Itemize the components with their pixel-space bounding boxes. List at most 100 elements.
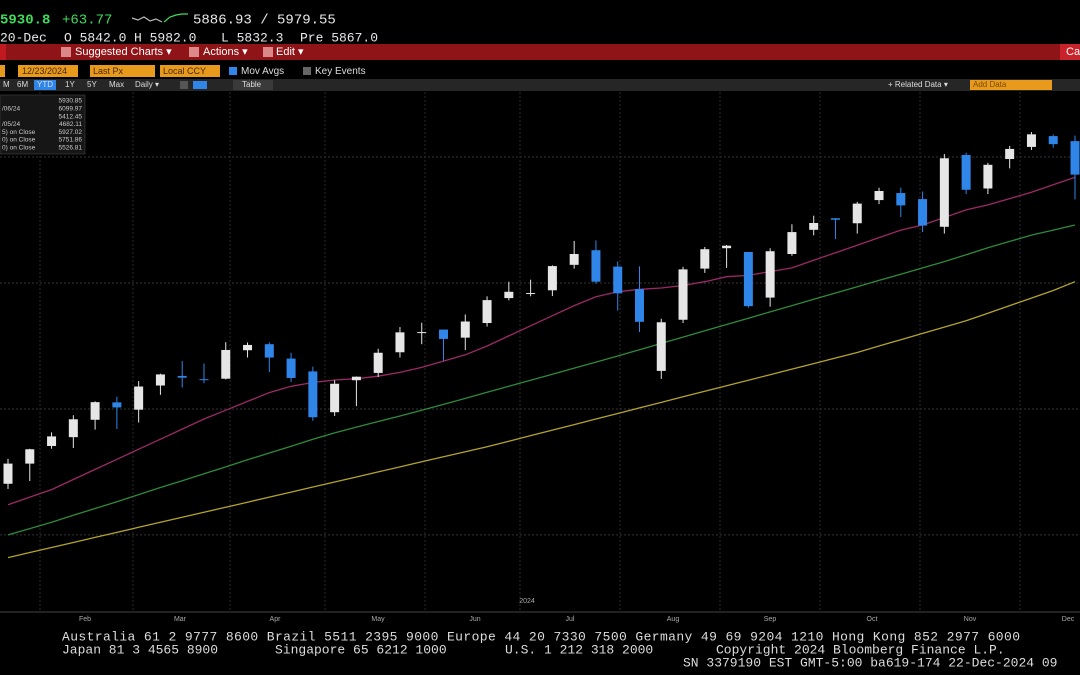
period-button[interactable]: [132, 80, 164, 90]
candle-body: [939, 158, 949, 227]
price-change: +63.77: [62, 13, 112, 29]
x-tick-label: Mar: [174, 616, 187, 623]
candle-body: [809, 223, 819, 230]
table-button[interactable]: [233, 80, 273, 90]
candle-body: [221, 349, 231, 379]
moving-average-line: [7, 281, 1076, 559]
footer-japan: Japan 81 3 4565 8900: [62, 642, 218, 657]
candle-body: [678, 269, 688, 320]
candle-body: [482, 300, 492, 324]
candle-body: [47, 436, 57, 446]
x-tick-label: May: [371, 616, 385, 623]
candle-body: [700, 249, 710, 269]
candle-body: [504, 291, 514, 299]
period-label: Daily ▾: [135, 80, 159, 89]
field-select[interactable]: [90, 65, 155, 77]
candle-body: [983, 164, 993, 189]
candle-body: [961, 154, 971, 190]
x-tick-label: Dec: [1062, 616, 1075, 623]
candle-body: [25, 449, 35, 464]
edit-menu[interactable]: Edit ▾: [276, 46, 304, 58]
legend-value: 5526.81: [59, 145, 83, 152]
period-button[interactable]: [0, 80, 12, 90]
sparkline-prior: [131, 16, 163, 23]
candle-body: [134, 386, 144, 410]
candle-body: [243, 344, 253, 351]
checkbox[interactable]: [303, 67, 311, 75]
period-button[interactable]: [62, 80, 78, 90]
add-data-text: Add Data: [973, 80, 1007, 89]
field-select-text: Last Px: [93, 66, 124, 76]
candle-body: [3, 463, 13, 484]
candle-body: [896, 193, 906, 206]
date-field[interactable]: [18, 65, 78, 77]
period-label: 6M: [17, 80, 28, 89]
x-tick-label: Sep: [764, 616, 777, 623]
currency-select-text: Local CCY: [163, 66, 206, 76]
period-button[interactable]: [106, 80, 126, 90]
last-price: 5930.8: [0, 13, 50, 29]
candle-body: [177, 375, 187, 378]
toolbar-right[interactable]: Ca: [1066, 46, 1080, 58]
legend-value: 5412.45: [59, 113, 83, 120]
day-range: 5886.93 / 5979.55: [193, 13, 336, 29]
moving-average-line: [7, 224, 1076, 536]
x-tick-label: Jul: [566, 616, 575, 623]
checkbox[interactable]: [229, 67, 237, 75]
period-label: M: [3, 80, 10, 89]
currency-select[interactable]: [160, 65, 220, 77]
related-data[interactable]: + Related Data ▾: [888, 80, 948, 89]
suggested-charts[interactable]: Suggested Charts ▾: [75, 46, 172, 58]
icon: [263, 47, 273, 57]
low: L 5832.3: [221, 30, 283, 45]
footer-line: Australia 61 2 9777 8600 Brazil 5511 239…: [62, 629, 1020, 644]
candle-body: [417, 332, 427, 334]
legend-label: 5) on Close: [2, 129, 36, 136]
sparkline: [163, 13, 188, 23]
toolbar-right-tab: [1060, 44, 1080, 60]
legend-label: 0) on Close: [2, 145, 36, 152]
key-events[interactable]: Key Events: [315, 66, 366, 77]
actions-menu[interactable]: Actions ▾: [203, 46, 248, 58]
candle-body: [286, 358, 296, 378]
legend-value: 5927.02: [59, 129, 83, 136]
candle-body: [1005, 148, 1015, 160]
candle-body: [264, 344, 274, 358]
candle-body: [68, 419, 78, 438]
x-tick-label: Feb: [79, 616, 91, 623]
date-field-text: 12/23/2024: [22, 66, 67, 76]
quote-date: 20-Dec: [0, 30, 47, 45]
candle-body: [90, 402, 100, 420]
candle-body: [874, 191, 884, 201]
period-label: 1Y: [65, 80, 75, 89]
candles: [3, 132, 1080, 490]
period-button[interactable]: [14, 80, 30, 90]
x-axis-year: 2024: [519, 598, 535, 605]
period-button[interactable]: [34, 80, 56, 90]
legend-value: 5930.85: [59, 98, 83, 105]
toolbar-left-tab: [0, 44, 6, 60]
candle-body: [199, 379, 209, 381]
candle-body: [395, 332, 405, 353]
candle-body: [155, 374, 165, 386]
candle-body: [1026, 134, 1036, 147]
candle-body: [656, 322, 666, 371]
legend-value: 4682.11: [59, 121, 82, 128]
pre-market: Pre 5867.0: [300, 30, 378, 45]
mov-avgs[interactable]: Mov Avgs: [241, 66, 284, 77]
period-button[interactable]: [84, 80, 100, 90]
candle-body: [918, 199, 928, 226]
period-label: 5Y: [87, 80, 97, 89]
legend-value: 5751.86: [59, 137, 83, 144]
legend-value: 6099.97: [59, 106, 83, 113]
candle-body: [852, 203, 862, 224]
x-tick-label: Nov: [964, 616, 977, 623]
icon: [189, 47, 199, 57]
candle-body: [722, 245, 732, 249]
add-data-field[interactable]: [970, 80, 1052, 90]
table-label: Table: [242, 80, 262, 89]
